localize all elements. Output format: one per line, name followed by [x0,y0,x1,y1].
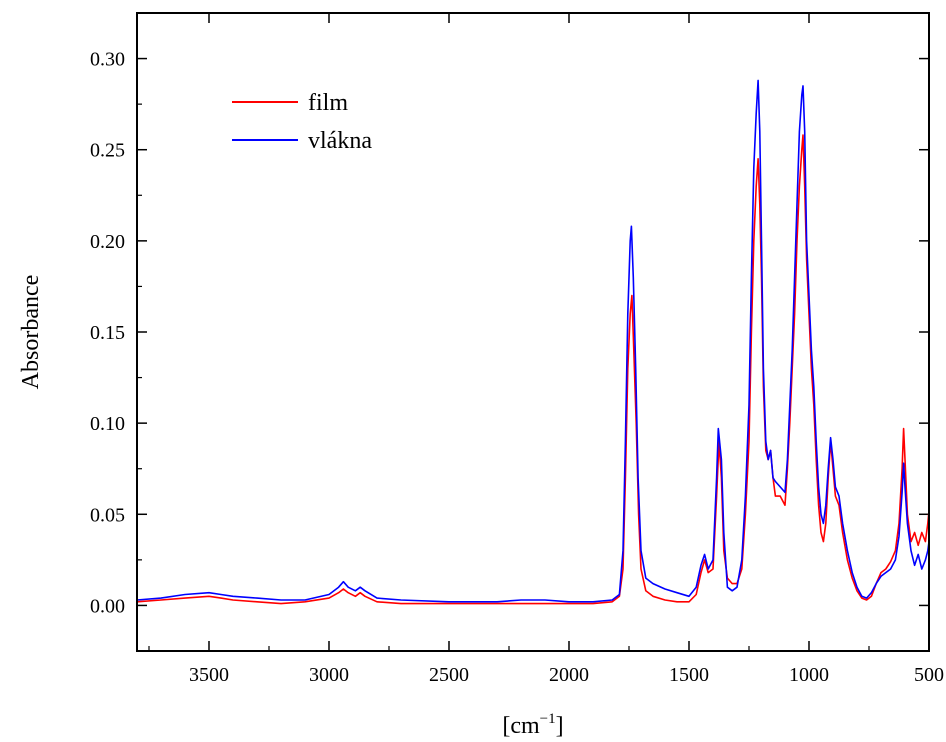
y-tick-label: 0.25 [90,140,125,162]
x-axis-title-superscript: −1 [540,711,556,727]
plot-frame [136,12,930,652]
x-tick-label: 500 [914,664,944,686]
series-line-vlakna [136,79,930,603]
series-line-film [136,134,930,605]
x-tick-label: 1000 [789,664,829,686]
legend: film vlákna [232,90,372,154]
x-axis-title: [cm−1] [502,711,563,739]
x-tick-label: 2500 [429,664,469,686]
y-tick-label: 0.10 [90,413,125,435]
y-tick-label: 0.20 [90,231,125,253]
x-tick-label: 1500 [669,664,709,686]
y-tick-label: 0.00 [90,595,125,617]
y-axis-ticks: 0.00 0.05 0.10 0.15 0.20 0.25 0.30 [90,49,929,652]
y-tick-label: 0.15 [90,322,125,344]
x-tick-label: 3000 [309,664,349,686]
series-layer [136,79,930,605]
legend-label-vlakna: vlákna [308,128,372,154]
legend-label-film: film [308,90,348,116]
x-axis-ticks: 3500 3000 2500 2000 1500 1000 500 [148,13,944,686]
x-axis-title-close: ] [556,713,564,739]
x-tick-label: 2000 [549,664,589,686]
x-axis-title-main: [cm [502,713,540,739]
x-tick-label: 3500 [189,664,229,686]
y-tick-label: 0.30 [90,49,125,71]
y-tick-label: 0.05 [90,504,125,526]
y-axis-title: Absorbance [18,275,44,390]
